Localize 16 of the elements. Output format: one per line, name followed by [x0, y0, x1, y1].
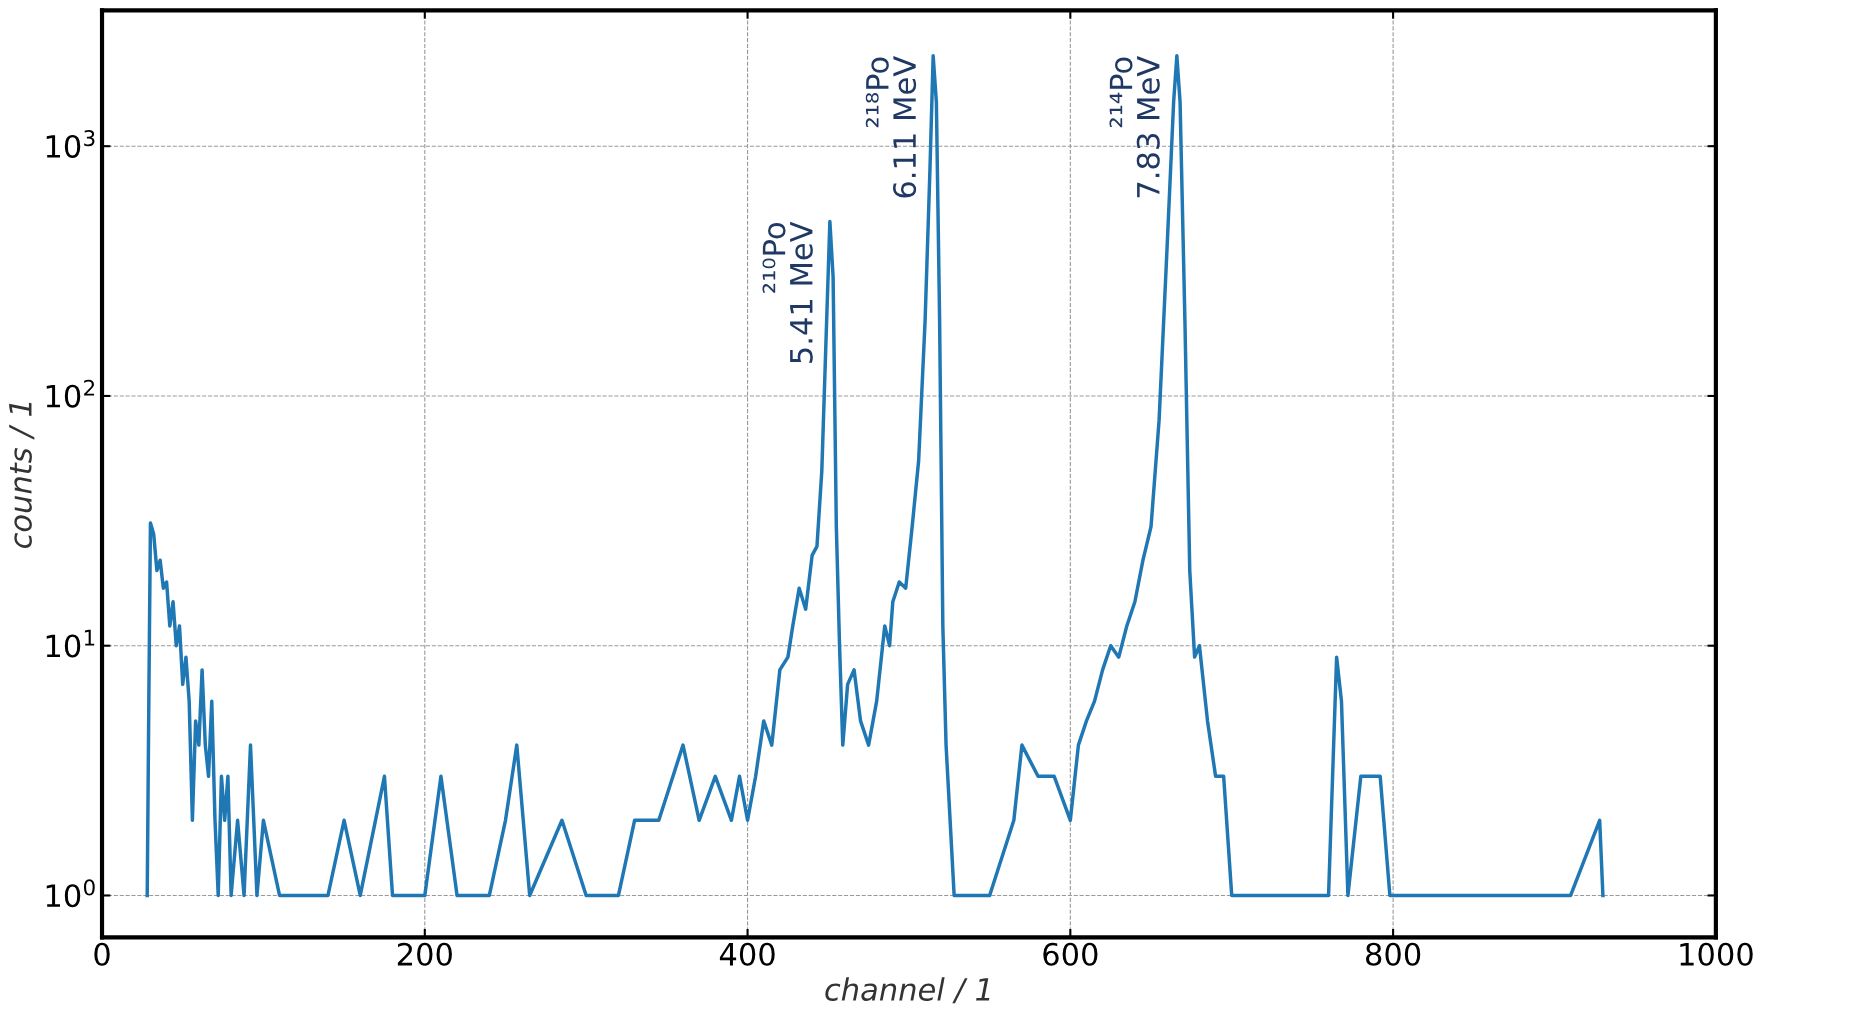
annotation: ²¹⁰Po 5.41 MeV [762, 221, 813, 363]
annotation: ²¹⁸Po 6.11 MeV [865, 56, 917, 198]
x-tick-label: 1000 [1680, 942, 1753, 966]
x-tick-label: 0 [94, 942, 110, 966]
y-tick-label: 10$^{1}$ [46, 629, 95, 658]
x-tick-label: 400 [719, 942, 775, 966]
y-tick-label: 10$^{3}$ [46, 129, 95, 158]
annotation: ²¹⁴Po 7.83 MeV [1109, 56, 1160, 198]
x-tick-label: 800 [1366, 942, 1421, 966]
line-series [145, 54, 1605, 898]
y-tick-label: 10$^{0}$ [46, 879, 95, 908]
x-axis-title: channel / 1 [825, 977, 990, 1004]
x-tick-label: 200 [397, 942, 452, 966]
y-axis-title: counts / 1 [9, 402, 35, 549]
x-tick-label: 600 [1043, 942, 1098, 966]
y-tick-label: 10$^{2}$ [46, 379, 95, 408]
